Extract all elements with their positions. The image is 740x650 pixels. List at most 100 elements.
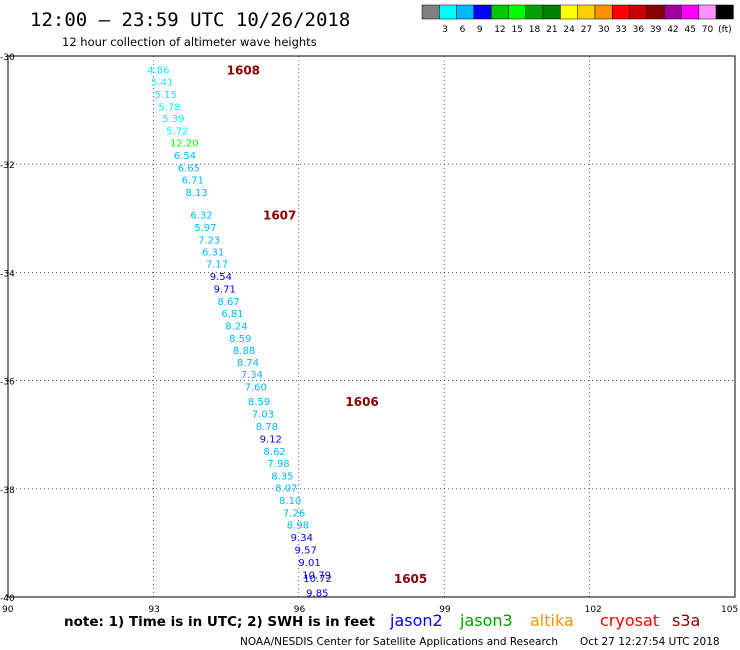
swh-point-label: 7.60: [245, 383, 267, 394]
legend-label: (ft): [718, 25, 732, 35]
swh-point-label: 9.12: [260, 434, 282, 445]
y-tick-label: -34: [0, 269, 15, 279]
swh-point-label: 8.24: [225, 321, 247, 332]
swh-point-label: 9.57: [295, 545, 317, 556]
y-tick-label: -30: [0, 53, 15, 63]
swh-point-label: 8.35: [271, 471, 293, 482]
swh-point-label: 8.10: [279, 496, 301, 507]
color-legend: 3 6 9 12 15 18 21 24 27 30 33 36 39 42 45 70 (ft): [421, 4, 734, 35]
swh-point-label: 5.41: [151, 77, 173, 88]
swh-point-label: 5.15: [154, 90, 176, 101]
note-text: note: 1) Time is in UTC; 2) SWH is in fe…: [64, 614, 375, 630]
legend-swatch: [715, 4, 734, 20]
legend-label: 21: [546, 25, 557, 35]
legend-label: 3: [442, 25, 448, 35]
wave-height-points: 4.865.41 5.155.785.39 5.7212.206.546.656.7…: [147, 66, 332, 600]
legend-swatch: [594, 4, 613, 20]
swh-point-label: 8.88: [233, 346, 255, 357]
y-tick-label: -36: [0, 378, 15, 388]
legend-swatch: [681, 4, 700, 20]
footer-credit: NOAA/NESDIS Center for Satellite Applica…: [240, 636, 558, 648]
legend-label: 33: [615, 25, 626, 35]
swh-point-label: 6.81: [221, 309, 243, 320]
x-tick-label: 99: [439, 605, 451, 615]
y-tick-label: -38: [0, 486, 15, 496]
grid-lines: [8, 56, 735, 597]
swh-point-label: 6.65: [178, 163, 200, 174]
swh-point-label: 6.31: [202, 247, 224, 258]
x-tick-label: 93: [148, 605, 159, 615]
time-label: 1606: [345, 395, 378, 409]
satellite-legend-item: s3a: [672, 611, 700, 630]
y-tick-label: -40: [0, 594, 15, 604]
legend-label: 42: [667, 25, 678, 35]
legend-label: 30: [598, 25, 610, 35]
legend-swatch: [490, 4, 509, 20]
swh-point-label: 9.71: [214, 285, 236, 296]
x-tick-label: 105: [721, 605, 738, 615]
swh-point-label: 7.03: [252, 410, 274, 421]
swh-point-label: 9.54: [210, 272, 232, 283]
legend-swatch: [663, 4, 682, 20]
x-tick-label: 102: [585, 605, 602, 615]
y-tick-label: -32: [0, 161, 15, 171]
legend-label: 45: [685, 25, 696, 35]
swh-point-label: 8.59: [229, 334, 251, 345]
swh-point-label: 8.74: [237, 358, 259, 369]
footer-timestamp: Oct 27 12:27:54 UTC 2018: [580, 636, 720, 648]
swh-point-label: 5.78: [158, 102, 180, 113]
swh-point-label: 9.01: [298, 558, 320, 569]
legend-swatch: [421, 4, 440, 20]
swh-point-label: 10.79: [302, 570, 331, 581]
swh-point-label: 8.59: [248, 397, 270, 408]
legend-swatch: [508, 4, 527, 20]
swh-point-label: 7.98: [267, 459, 289, 470]
swh-point-label: 8.78: [256, 422, 278, 433]
swh-point-label: 8.62: [264, 447, 286, 458]
plot-frame: [7, 55, 736, 598]
legend-swatch: [629, 4, 648, 20]
swh-point-label: 7.34: [241, 370, 263, 381]
x-tick-label: 96: [294, 605, 306, 615]
x-axis-tick-labels: 90 93 96 99 102 105: [2, 605, 738, 615]
legend-swatch: [698, 4, 717, 20]
time-label: 1605: [394, 572, 427, 586]
chart-subtitle: 12 hour collection of altimeter wave hei…: [62, 35, 317, 49]
swh-point-label: 9.85: [306, 589, 328, 600]
legend-label: 70: [702, 25, 714, 35]
legend-swatch: [542, 4, 561, 20]
legend-label: 6: [460, 25, 466, 35]
swh-point-label: 12.20: [170, 139, 199, 150]
legend-label: 24: [563, 25, 575, 35]
swh-point-label: 7.17: [206, 260, 228, 271]
legend-swatch: [577, 4, 596, 20]
legend-swatch: [473, 4, 492, 20]
legend-label: 36: [633, 25, 645, 35]
legend-label: 39: [650, 25, 662, 35]
legend-swatch: [612, 4, 630, 20]
swh-point-label: 5.97: [194, 223, 216, 234]
legend-swatch: [560, 4, 578, 20]
satellite-legend-item: jason2: [389, 611, 443, 630]
time-label: 1607: [263, 209, 296, 223]
plot-area: -30-32-34-36-38-40 90 93 96 99 102 105 4.865.…: [0, 53, 738, 615]
legend-swatch: [525, 4, 544, 20]
legend-swatch: [646, 4, 665, 20]
swh-point-label: 6.71: [182, 175, 204, 186]
legend-label: 27: [581, 25, 592, 35]
satellite-legend-item: altika: [530, 611, 574, 630]
time-label: 1608: [227, 64, 260, 78]
swh-point-label: 8.13: [186, 188, 208, 199]
x-tick-label: 90: [2, 605, 14, 615]
chart-title: 12:00 – 23:59 UTC 10/26/2018: [30, 9, 350, 31]
legend-label: 15: [512, 25, 523, 35]
legend-label: 12: [494, 25, 505, 35]
satellite-legend-item: jason3: [459, 611, 513, 630]
legend-label: 9: [477, 25, 483, 35]
swh-point-label: 8.98: [287, 521, 309, 532]
legend-swatch: [456, 4, 475, 20]
swh-point-label: 8.07: [275, 484, 297, 495]
swh-point-label: 6.54: [174, 151, 196, 162]
swh-point-label: 8.67: [217, 297, 239, 308]
